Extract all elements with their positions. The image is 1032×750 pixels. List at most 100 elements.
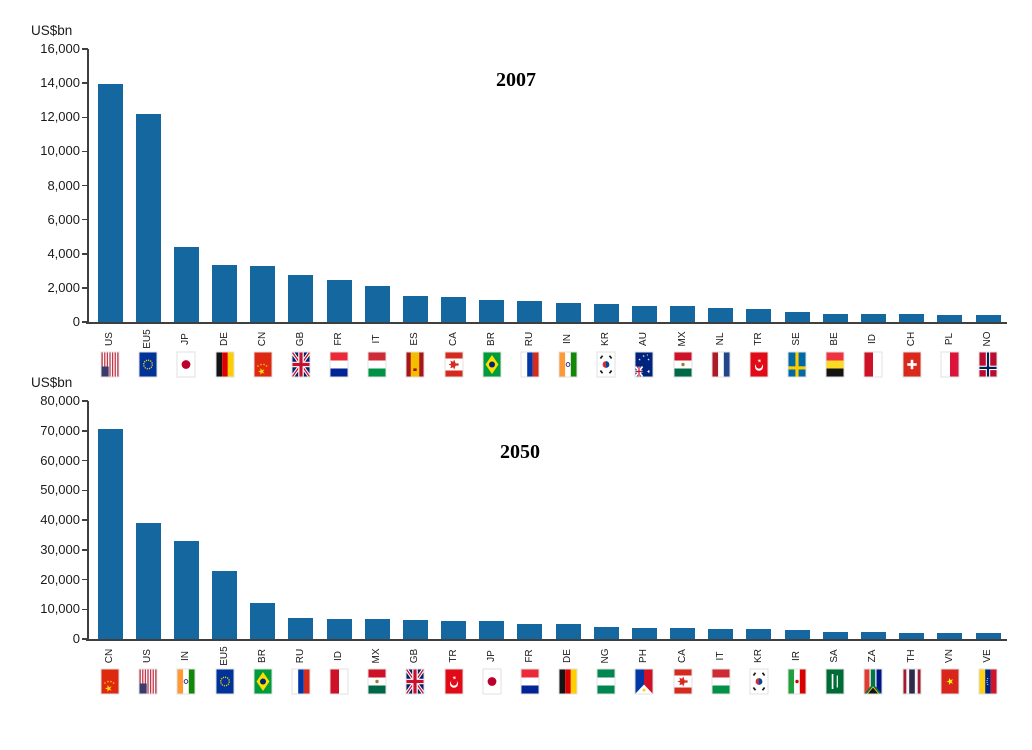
bar-tr: [746, 308, 772, 322]
bar-kr: [746, 628, 772, 639]
country-label-tr: TR: [447, 649, 459, 663]
country-label-ca: CA: [676, 649, 688, 663]
ph-flag-icon: [635, 669, 653, 693]
y-tick-label: 0: [72, 631, 80, 646]
y-axis-unit-label: US$bn: [31, 375, 73, 390]
country-label-in: IN: [180, 651, 192, 661]
id-flag-icon: [330, 669, 348, 693]
jp-flag-icon: [483, 669, 501, 693]
y-tick-mark: [82, 430, 88, 432]
de-flag-icon: [216, 352, 234, 376]
bar-de: [212, 264, 238, 322]
bar-cn: [250, 265, 276, 322]
in-flag-icon: [559, 352, 577, 376]
country-label-kr: KR: [752, 649, 764, 663]
country-label-br: BR: [256, 649, 268, 663]
bar-za: [860, 632, 886, 639]
svg-text:★: ★: [946, 677, 956, 685]
y-tick-label: 8,000: [47, 177, 80, 193]
kr-flag-icon: [597, 352, 615, 376]
se-flag-icon: [788, 352, 806, 376]
chart-title: 2007: [496, 69, 536, 91]
bar-us: [97, 83, 123, 322]
y-axis-unit-label: US$bn: [31, 23, 73, 38]
svg-text:★: ★: [646, 353, 649, 355]
country-label-ng: NG: [600, 648, 612, 664]
y-tick-mark: [82, 489, 88, 491]
y-tick-mark: [82, 48, 88, 50]
y-tick-mark: [82, 459, 88, 462]
bar-ir: [784, 630, 810, 639]
ch-flag-icon: [903, 352, 921, 376]
bar-mx: [670, 305, 696, 322]
bar-jp: [173, 246, 199, 322]
y-tick-mark: [82, 321, 88, 323]
bar-be: [822, 313, 848, 322]
y-tick-mark: [82, 184, 88, 187]
y-tick-label: 14,000: [40, 75, 80, 91]
ca-flag-icon: [674, 669, 692, 693]
bar-ca: [441, 297, 467, 322]
svg-text:★: ★: [109, 679, 113, 682]
y-tick-label: 20,000: [40, 571, 80, 587]
y-tick-label: 16,000: [40, 41, 80, 56]
svg-text:★: ★: [259, 362, 263, 365]
svg-text:★: ★: [647, 357, 651, 360]
bar-ca: [670, 628, 696, 639]
svg-text:★: ★: [451, 674, 457, 679]
de-flag-icon: [559, 669, 577, 693]
y-tick-label: 60,000: [40, 452, 80, 468]
bar-br: [479, 299, 505, 322]
bar-id: [326, 618, 352, 639]
country-label-jp: JP: [485, 650, 497, 662]
y-tick-mark: [82, 638, 88, 640]
bar-fr: [517, 623, 543, 639]
country-label-eu5: EU5: [218, 646, 230, 666]
it-flag-icon: [712, 669, 730, 693]
y-tick-label: 2,000: [47, 279, 80, 295]
bar-fr: [326, 280, 352, 322]
bar-it: [708, 628, 734, 639]
id-flag-icon: [864, 352, 882, 376]
country-label-ph: PH: [638, 649, 650, 663]
bar-ru: [517, 300, 543, 322]
bar-mx: [364, 619, 390, 639]
br-flag-icon: [483, 352, 501, 376]
th-flag-icon: [903, 669, 921, 693]
bar-ve: [975, 633, 1001, 639]
svg-text:★: ★: [112, 681, 116, 684]
mx-flag-icon: [368, 669, 386, 693]
y-tick-label: 50,000: [40, 482, 80, 498]
svg-text:★: ★: [646, 369, 652, 373]
svg-text:★: ★: [106, 679, 110, 682]
y-tick-label: 10,000: [40, 143, 80, 159]
y-tick-mark: [82, 519, 88, 521]
bar-pl: [937, 314, 963, 322]
kr-flag-icon: [750, 669, 768, 693]
y-tick-label: 0: [72, 314, 80, 329]
country-label-mx: MX: [371, 648, 383, 664]
bar-kr: [593, 304, 619, 322]
x-axis-line: [86, 639, 1007, 641]
y-tick-label: 4,000: [47, 245, 80, 261]
svg-text:★: ★: [642, 354, 646, 357]
bar-in: [173, 540, 199, 639]
nl-flag-icon: [712, 352, 730, 376]
gb-flag-icon: [292, 352, 310, 376]
tr-flag-icon: ★: [445, 669, 463, 693]
svg-text:★: ★: [103, 681, 107, 684]
country-label-za: ZA: [867, 649, 879, 663]
x-axis-line: [86, 322, 1007, 324]
bar-eu5: [212, 570, 238, 639]
fr-flag-icon: [330, 352, 348, 376]
gb-flag-icon: [406, 669, 424, 693]
bar-br: [250, 603, 276, 639]
bar-id: [860, 314, 886, 322]
bar-eu5: [135, 113, 161, 322]
pl-flag-icon: [941, 352, 959, 376]
it-flag-icon: [368, 352, 386, 376]
svg-text:★: ★: [638, 357, 642, 360]
